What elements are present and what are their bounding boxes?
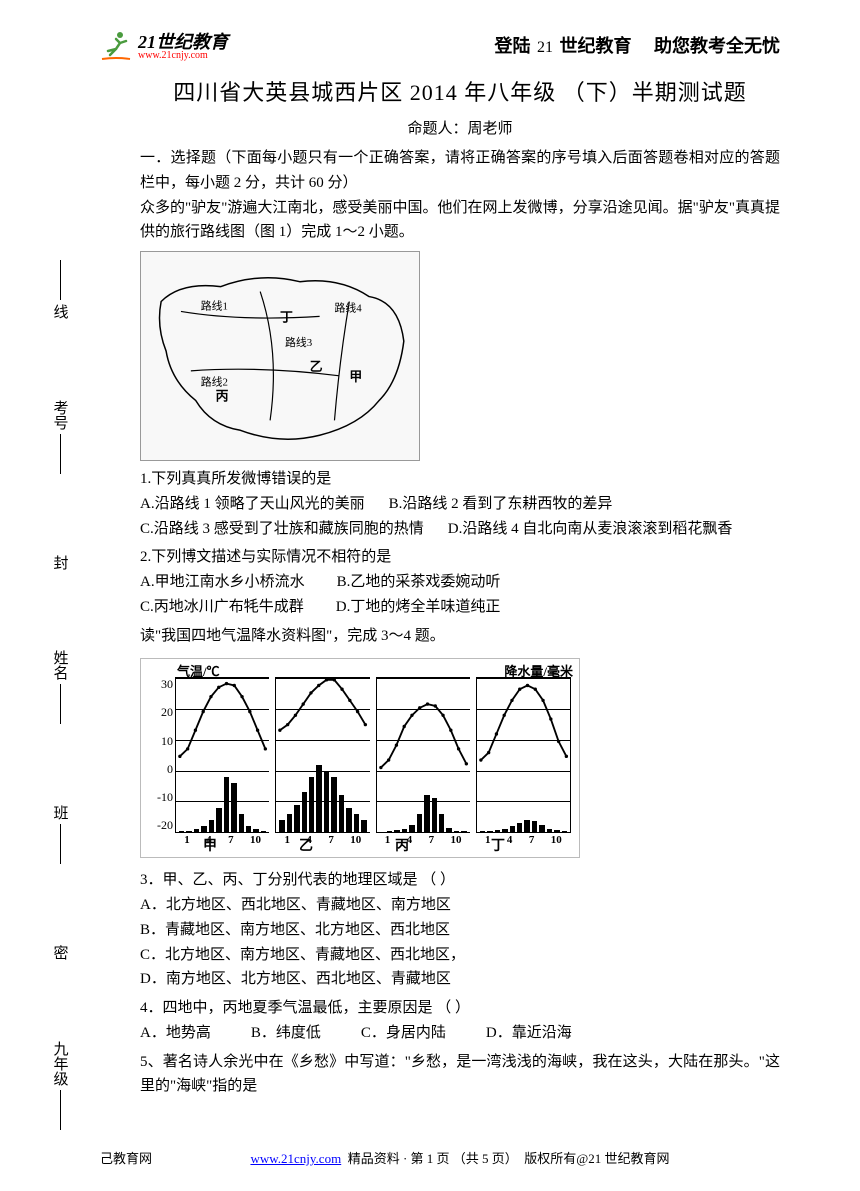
binding-sidebar: 线 考号 封 姓名 班 密 九年级 [30,260,90,1130]
q4-opt-a: A．地势高 [140,1021,211,1046]
slogan-suffix: 助您教考全无忧 [654,36,780,56]
slogan-prefix: 登陆 [495,36,531,56]
climate-panel: 14710 [175,677,269,833]
question-2: 2.下列博文描述与实际情况不相符的是 A.甲地江南水乡小桥流水 B.乙地的采茶戏… [140,545,780,619]
sidebar-ban: 班 [50,805,71,820]
runner-icon [100,29,132,61]
y-axis-ticks: 30 20 10 0 -10 -20 [145,677,173,833]
panel-label: 甲 [203,835,217,855]
svg-text:丙: 丙 [216,390,229,404]
main-content: 四川省大英县城西片区 2014 年八年级 （下）半期测试题 命题人：周老师 一．… [0,69,860,1099]
svg-text:甲: 甲 [349,370,362,384]
ytick: 0 [145,762,173,777]
exam-author: 命题人：周老师 [140,117,780,138]
slogan-mid: 世纪教育 [560,36,632,56]
ytick: -10 [145,790,173,805]
q1-stem: 1.下列真真所发微博错误的是 [140,467,780,492]
question-4: 4．四地中，丙地夏季气温最低，主要原因是 （ ） A．地势高 B．纬度低 C．身… [140,996,780,1046]
ytick: 30 [145,677,173,692]
panel-label: 丙 [395,835,409,855]
footer-right: 版权所有@21 世纪教育网 [524,1151,669,1166]
q2-stem: 2.下列博文描述与实际情况不相符的是 [140,545,780,570]
q4-stem: 4．四地中，丙地夏季气温最低，主要原因是 （ ） [140,996,780,1021]
climate-panel: 14710 [376,677,470,833]
sidebar-grade: 九年级 [50,1041,71,1086]
footer-left: 己教育网 [100,1148,152,1167]
q1-opt-c: C.沿路线 3 感受到了壮族和藏族同胞的热情 [140,517,424,542]
sidebar-mi: 密 [50,945,71,960]
q3-opt-a: A．北方地区、西北地区、青藏地区、南方地区 [140,893,780,918]
q1-opt-a: A.沿路线 1 领略了天山风光的美丽 [140,492,365,517]
footer-mid: 精品资料 · 第 1 页 （共 5 页） [348,1151,518,1166]
passage-1: 众多的"驴友"游遍大江南北，感受美丽中国。他们在网上发微博，分享沿途见闻。据"驴… [140,196,780,246]
q2-opt-b: B.乙地的采茶戏委婉动听 [337,570,501,595]
q3-stem: 3．甲、乙、丙、丁分别代表的地理区域是 （ ） [140,868,780,893]
sidebar-xian: 线 [50,304,71,319]
ytick: -20 [145,818,173,833]
q4-opt-d: D．靠近沿海 [486,1021,572,1046]
sidebar-xingming: 姓名 [50,650,71,680]
panel-label: 丁 [491,835,505,855]
panel-label: 乙 [299,835,313,855]
q3-opt-c: C．北方地区、南方地区、青藏地区、西北地区， [140,943,780,968]
china-map-figure: 路线1 路线2 路线3 路线4 丁 乙 丙 甲 [140,251,420,461]
q2-opt-d: D.丁地的烤全羊味道纯正 [336,595,501,620]
header-slogan: 登陆 21 世纪教育 助您教考全无忧 [495,32,781,58]
q1-opt-d: D.沿路线 4 自北向南从麦浪滚滚到稻花飘香 [448,517,733,542]
question-5: 5、著名诗人余光中在《乡愁》中写道："乡愁，是一湾浅浅的海峡，我在这头，大陆在那… [140,1050,780,1100]
q2-opt-a: A.甲地江南水乡小桥流水 [140,570,305,595]
page-footer: 己教育网 www.21cnjy.com 精品资料 · 第 1 页 （共 5 页）… [140,1148,780,1167]
q4-opt-b: B．纬度低 [251,1021,321,1046]
climate-panel: 14710 [275,677,369,833]
svg-text:路线4: 路线4 [334,300,362,314]
svg-text:路线1: 路线1 [201,298,228,312]
section-intro: 一．选择题（下面每小题只有一个正确答案，请将正确答案的序号填入后面答题卷相对应的… [140,146,780,196]
ytick: 20 [145,705,173,720]
question-1: 1.下列真真所发微博错误的是 A.沿路线 1 领略了天山风光的美丽 B.沿路线 … [140,467,780,541]
sidebar-feng: 封 [50,555,71,570]
q2-opt-c: C.丙地冰川广布牦牛成群 [140,595,304,620]
passage-2: 读"我国四地气温降水资料图"，完成 3～4 题。 [140,624,780,649]
q1-opt-b: B.沿路线 2 看到了东耕西牧的差异 [389,492,613,517]
climate-chart: 气温/℃ 降水量/毫米 30 20 10 0 -10 -20 147101471… [140,658,580,858]
page-header: 21世纪教育 www.21cnjy.com 登陆 21 世纪教育 助您教考全无忧 [0,0,860,69]
exam-title: 四川省大英县城西片区 2014 年八年级 （下）半期测试题 [140,75,780,107]
q4-opt-c: C．身居内陆 [361,1021,446,1046]
footer-link[interactable]: www.21cnjy.com [250,1151,341,1166]
logo: 21世纪教育 www.21cnjy.com [100,28,228,61]
question-3: 3．甲、乙、丙、丁分别代表的地理区域是 （ ） A．北方地区、西北地区、青藏地区… [140,868,780,992]
svg-text:丁: 丁 [280,310,293,324]
svg-text:乙: 乙 [310,360,323,374]
sidebar-kaohao: 考号 [50,400,71,430]
svg-text:路线2: 路线2 [201,375,228,389]
q3-opt-b: B．青藏地区、南方地区、北方地区、西北地区 [140,918,780,943]
climate-panel: 14710 [476,677,571,833]
ytick: 10 [145,734,173,749]
q3-opt-d: D．南方地区、北方地区、西北地区、青藏地区 [140,967,780,992]
svg-text:路线3: 路线3 [285,335,313,349]
slogan-num: 21 [537,39,553,56]
